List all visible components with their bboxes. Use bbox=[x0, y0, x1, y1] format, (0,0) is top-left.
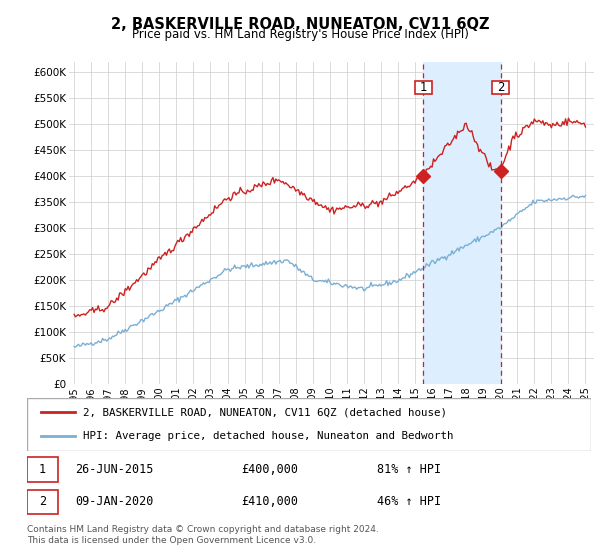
Bar bbox=[27, 458, 58, 482]
Text: Contains HM Land Registry data © Crown copyright and database right 2024.
This d: Contains HM Land Registry data © Crown c… bbox=[27, 525, 379, 545]
Text: 2, BASKERVILLE ROAD, NUNEATON, CV11 6QZ: 2, BASKERVILLE ROAD, NUNEATON, CV11 6QZ bbox=[111, 17, 489, 32]
Bar bbox=[27, 489, 58, 514]
Text: 26-JUN-2015: 26-JUN-2015 bbox=[75, 463, 154, 476]
Bar bbox=[423, 62, 500, 384]
Bar bbox=[415, 81, 432, 94]
Text: 2: 2 bbox=[497, 81, 505, 94]
Text: 81% ↑ HPI: 81% ↑ HPI bbox=[377, 463, 441, 476]
Text: 1: 1 bbox=[419, 81, 427, 94]
Bar bbox=[492, 81, 509, 94]
Text: 2: 2 bbox=[39, 496, 46, 508]
Text: 46% ↑ HPI: 46% ↑ HPI bbox=[377, 496, 441, 508]
Text: £410,000: £410,000 bbox=[241, 496, 298, 508]
Text: 1: 1 bbox=[39, 463, 46, 476]
Text: 09-JAN-2020: 09-JAN-2020 bbox=[75, 496, 154, 508]
Text: 2, BASKERVILLE ROAD, NUNEATON, CV11 6QZ (detached house): 2, BASKERVILLE ROAD, NUNEATON, CV11 6QZ … bbox=[83, 408, 448, 418]
Text: £400,000: £400,000 bbox=[241, 463, 298, 476]
Text: HPI: Average price, detached house, Nuneaton and Bedworth: HPI: Average price, detached house, Nune… bbox=[83, 431, 454, 441]
Text: Price paid vs. HM Land Registry's House Price Index (HPI): Price paid vs. HM Land Registry's House … bbox=[131, 28, 469, 41]
